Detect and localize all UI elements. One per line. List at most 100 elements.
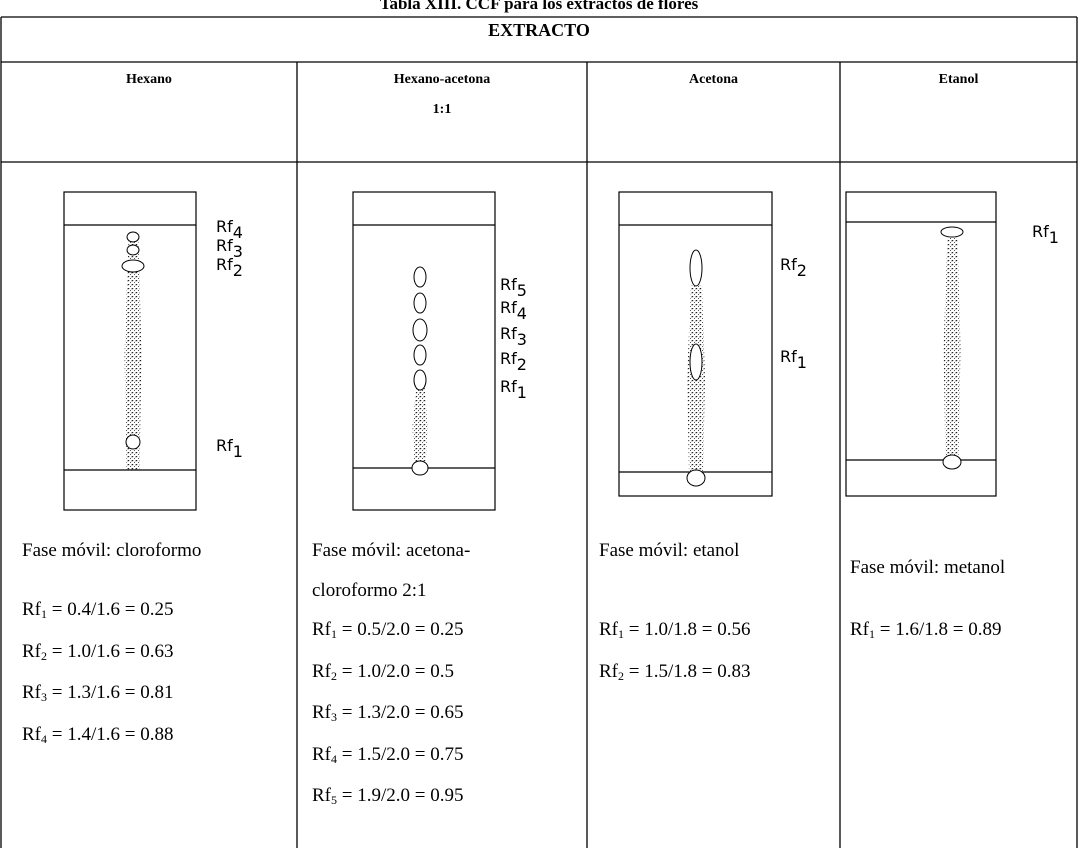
rf-label-sub: 2 [233, 261, 243, 280]
rf-label: Rf3 [500, 324, 527, 349]
rf-value: Rf2 = 1.0/1.6 = 0.63 [22, 641, 173, 663]
rf-label: Rf1 [1032, 222, 1059, 247]
rf-value: Rf1 = 1.6/1.8 = 0.89 [850, 619, 1001, 641]
rf-label-text: Rf [500, 377, 517, 396]
rf-value: Rf1 = 0.4/1.6 = 0.25 [22, 599, 173, 621]
rf-label: Rf4 [500, 298, 527, 323]
rf-value: Rf5 = 1.9/2.0 = 0.95 [312, 785, 463, 807]
rf-name: Rf [22, 682, 41, 703]
rf-label-text: Rf [1032, 222, 1049, 241]
rf-label-sub: 1 [517, 383, 527, 402]
rf-label-sub: 1 [233, 442, 243, 461]
rf-label-text: Rf [216, 217, 233, 236]
rf-label-sub: 4 [517, 304, 527, 323]
rf-value: Rf2 = 1.5/1.8 = 0.83 [599, 661, 750, 683]
spot [127, 232, 139, 242]
rf-name: Rf [312, 619, 331, 640]
mobile-phase: Fase móvil: acetona- [312, 540, 470, 562]
rf-label-text: Rf [500, 349, 517, 368]
rf-label-sub: 1 [797, 353, 807, 372]
rf-value: Rf4 = 1.4/1.6 = 0.88 [22, 724, 173, 746]
spot [126, 435, 140, 449]
rf-label-sub: 3 [233, 242, 243, 261]
tlc-plate: Rf2Rf1 [619, 192, 807, 496]
spot [413, 319, 427, 341]
tlc-plate: Rf5Rf4Rf3Rf2Rf1 [353, 192, 527, 510]
rf-expression: = 1.0/2.0 = 0.5 [337, 661, 454, 682]
rf-label-text: Rf [216, 255, 233, 274]
page: Rf4Rf3Rf2Rf1Rf5Rf4Rf3Rf2Rf1Rf2Rf1Rf1 Tab… [0, 0, 1078, 848]
rf-name: Rf [850, 619, 869, 640]
streak [944, 236, 961, 460]
rf-value: Rf2 = 1.0/2.0 = 0.5 [312, 661, 454, 683]
rf-label-sub: 4 [233, 223, 243, 242]
table-canvas: Rf4Rf3Rf2Rf1Rf5Rf4Rf3Rf2Rf1Rf2Rf1Rf1 [0, 0, 1078, 848]
rf-expression: = 1.5/1.8 = 0.83 [624, 661, 750, 682]
rf-name: Rf [599, 661, 618, 682]
rf-name: Rf [22, 599, 41, 620]
rf-label: Rf5 [500, 275, 527, 300]
rf-expression: = 1.0/1.6 = 0.63 [47, 641, 173, 662]
spot [414, 370, 426, 390]
spot [127, 245, 139, 255]
rf-expression: = 1.4/1.6 = 0.88 [47, 724, 173, 745]
rf-value: Rf1 = 1.0/1.8 = 0.56 [599, 619, 750, 641]
tlc-plate: Rf1 [846, 192, 1059, 496]
spot [122, 260, 144, 272]
rf-label-text: Rf [216, 236, 233, 255]
spot [414, 345, 426, 365]
rf-label: Rf2 [780, 255, 807, 280]
rf-name: Rf [312, 785, 331, 806]
rf-expression: = 1.6/1.8 = 0.89 [875, 619, 1001, 640]
spot [690, 344, 702, 380]
rf-label-text: Rf [500, 298, 517, 317]
column-header: Acetona [587, 72, 840, 88]
rf-label-text: Rf [780, 347, 797, 366]
rf-name: Rf [599, 619, 618, 640]
rf-value: Rf3 = 1.3/1.6 = 0.81 [22, 682, 173, 704]
rf-expression: = 1.0/1.8 = 0.56 [624, 619, 750, 640]
rf-label-text: Rf [500, 275, 517, 294]
plate-outline [846, 192, 996, 496]
rf-name: Rf [312, 702, 331, 723]
column-header: Etanol [840, 72, 1077, 88]
rf-expression: = 1.3/2.0 = 0.65 [337, 702, 463, 723]
rf-label: Rf2 [500, 349, 527, 374]
rf-expression: = 0.4/1.6 = 0.25 [47, 599, 173, 620]
spot [687, 470, 705, 486]
rf-label: Rf1 [216, 436, 243, 461]
column-header: Hexano [1, 72, 297, 88]
rf-label-sub: 2 [517, 355, 527, 374]
rf-name: Rf [312, 744, 331, 765]
mobile-phase: Fase móvil: metanol [850, 557, 1005, 579]
rf-label-sub: 1 [1049, 228, 1059, 247]
rf-name: Rf [22, 724, 41, 745]
rf-value: Rf3 = 1.3/2.0 = 0.65 [312, 702, 463, 724]
rf-expression: = 1.3/1.6 = 0.81 [47, 682, 173, 703]
mobile-phase: Fase móvil: etanol [599, 540, 739, 562]
spot [412, 461, 428, 475]
rf-label-text: Rf [500, 324, 517, 343]
table-title: Tabla XIII. CCF para los extractos de fl… [0, 0, 1078, 14]
streak [413, 385, 428, 468]
mobile-phase: Fase móvil: cloroformo [22, 540, 201, 562]
rf-value: Rf4 = 1.5/2.0 = 0.75 [312, 744, 463, 766]
rf-label: Rf1 [780, 347, 807, 372]
spot [414, 293, 426, 313]
spot [943, 455, 961, 469]
rf-label: Rf1 [500, 377, 527, 402]
rf-label-sub: 3 [517, 330, 527, 349]
rf-label-sub: 2 [797, 261, 807, 280]
column-header: 1:1 [297, 102, 587, 118]
rf-expression: = 1.5/2.0 = 0.75 [337, 744, 463, 765]
spot [941, 227, 963, 237]
table-header: EXTRACTO [0, 20, 1078, 41]
column-header: Hexano-acetona [297, 72, 587, 88]
mobile-phase: cloroformo 2:1 [312, 580, 427, 602]
spot [690, 250, 702, 286]
rf-label-text: Rf [216, 436, 233, 455]
rf-expression: = 0.5/2.0 = 0.25 [337, 619, 463, 640]
rf-name: Rf [22, 641, 41, 662]
rf-value: Rf1 = 0.5/2.0 = 0.25 [312, 619, 463, 641]
